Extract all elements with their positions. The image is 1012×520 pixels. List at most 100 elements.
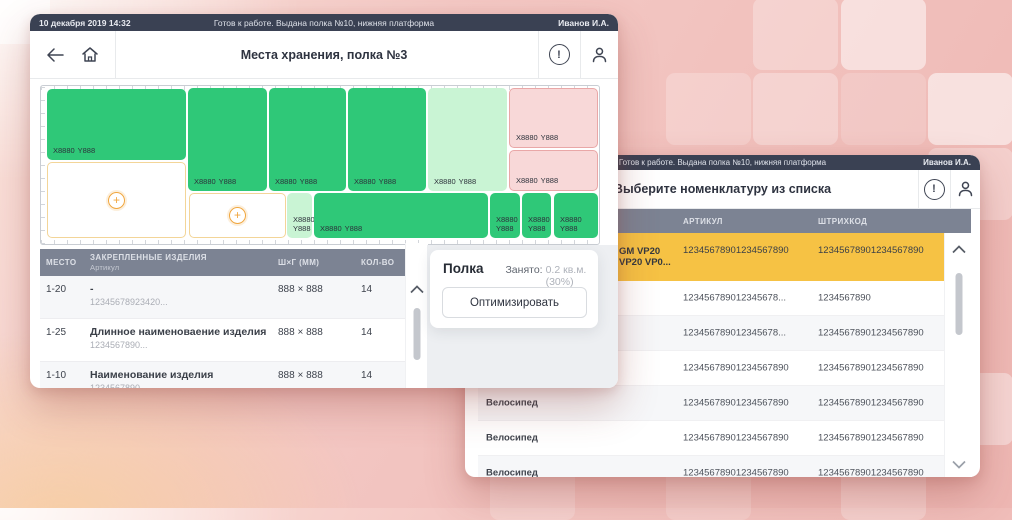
column-barcode: ШТРИХКОД	[818, 217, 868, 226]
table-scrollbar	[944, 233, 972, 477]
cell-coordinates-label: X8880 Y888	[320, 223, 363, 233]
barcode-cell: 12345678901234567890	[818, 327, 924, 339]
user-icon	[592, 47, 606, 62]
status-text: Готов к работе. Выдана полка №10, нижняя…	[618, 158, 827, 167]
info-icon	[548, 44, 570, 65]
ruler-ticks	[41, 240, 599, 244]
info-icon	[923, 178, 945, 200]
shelf-cell-free[interactable]	[189, 193, 286, 238]
fixed-items-table: МЕСТО ЗАКРЕПЛЕННЫЕ ИЗДЕЛИЯ Артикул Ш×Г (…	[40, 249, 405, 388]
article-cell: 12345678901234567890	[683, 245, 789, 256]
status-text: Готов к работе. Выдана полка №10, нижняя…	[213, 17, 435, 28]
table-scrollbar	[405, 243, 428, 388]
table-row[interactable]: Велосипед 12345678901234567890 12345678901…	[478, 456, 944, 477]
item-name: Наименование изделия	[90, 369, 214, 381]
shelf-map: X8880 Y888 X8880 Y888 X8880 Y888 X8880 Y888…	[40, 85, 600, 245]
scroll-up-button[interactable]	[409, 285, 425, 294]
user-name: Иванов И.А.	[558, 17, 609, 28]
qty-cell: 14	[361, 327, 373, 338]
background-tile	[753, 73, 838, 145]
size-cell: 888 × 888	[278, 370, 323, 381]
shelf-cell-occupied[interactable]: X8880 Y888	[554, 193, 598, 238]
divider	[115, 31, 116, 78]
optimize-button[interactable]: Оптимизировать	[442, 287, 587, 318]
cell-coordinates-label: X8880 Y888	[496, 215, 518, 233]
table-row[interactable]: 1-20 - 12345678923420... 888 × 888 14	[40, 276, 405, 319]
cell-coordinates-label: X8880 Y888	[516, 175, 559, 185]
article-cell: 123456789012345678...	[683, 292, 787, 304]
item-sku: 1234567890...	[90, 340, 148, 350]
shelf-cell-reserved[interactable]: X8880 Y888	[509, 150, 598, 191]
column-article: АРТИКУЛ	[683, 217, 723, 226]
toolbar: Места хранения, полка №3	[30, 31, 618, 79]
scroll-up-button[interactable]	[951, 245, 967, 254]
background-tile	[666, 73, 751, 145]
column-place: МЕСТО	[46, 258, 77, 267]
shelf-cell-free[interactable]	[47, 162, 186, 238]
barcode-cell: 12345678901234567890	[818, 467, 924, 478]
article-cell: 12345678901234567890	[683, 432, 789, 444]
background-tile	[841, 73, 926, 145]
size-cell: 888 × 888	[278, 327, 323, 338]
column-size: Ш×Г (ММ)	[278, 258, 320, 267]
info-button[interactable]	[538, 31, 580, 78]
date-time: 10 декабря 2019 14:32	[39, 17, 131, 28]
item-sku: 12345678923420...	[90, 297, 168, 307]
storage-places-window: 10 декабря 2019 14:32 Готов к работе. Вы…	[30, 14, 618, 388]
shelf-cell-occupied[interactable]: X8880 Y888	[348, 88, 426, 191]
qty-cell: 14	[361, 284, 373, 295]
item-name: Длинное наименоваение изделия	[90, 326, 267, 338]
chevron-up-icon	[951, 245, 966, 254]
item-name: Велосипед	[486, 467, 538, 478]
scrollbar-thumb[interactable]	[413, 308, 421, 360]
cell-coordinates-label: X8880 Y888	[293, 215, 315, 233]
table-row[interactable]: 1-10 Наименование изделия 1234567890... 888…	[40, 362, 405, 388]
shelf-cell-occupied[interactable]: X8880 Y888	[522, 193, 551, 238]
table-row[interactable]: 1-25 Длинное наименоваение изделия 1234567…	[40, 319, 405, 362]
occupied-label: Занято:	[505, 264, 543, 276]
user-name: Иванов И.А.	[923, 158, 971, 167]
place-cell: 1-25	[46, 327, 67, 338]
barcode-cell: 12345678901234567890	[818, 397, 924, 409]
table-header: МЕСТО ЗАКРЕПЛЕННЫЕ ИЗДЕЛИЯ Артикул Ш×Г (…	[40, 249, 405, 276]
shelf-card-title: Полка	[443, 261, 484, 276]
status-bar: 10 декабря 2019 14:32 Готов к работе. Вы…	[30, 14, 618, 31]
column-items: ЗАКРЕПЛЕННЫЕ ИЗДЕЛИЯ	[90, 253, 207, 262]
shelf-cell-reserved[interactable]: X8880 Y888	[509, 88, 598, 148]
back-button[interactable]	[38, 31, 72, 78]
divider	[580, 31, 581, 78]
home-button[interactable]	[74, 31, 106, 78]
table-row[interactable]: Велосипед 12345678901234567890 12345678901…	[478, 386, 944, 421]
shelf-cell-occupied[interactable]: X8880 Y888	[47, 89, 186, 160]
chevron-up-icon	[410, 285, 424, 294]
table-row[interactable]: Велосипед 12345678901234567890 12345678901…	[478, 421, 944, 456]
cell-coordinates-label: X8880 Y888	[194, 176, 237, 186]
profile-button[interactable]	[950, 170, 980, 208]
place-cell: 1-20	[46, 284, 67, 295]
profile-button[interactable]	[580, 31, 618, 78]
article-cell: 12345678901234567890	[683, 467, 789, 478]
shelf-cell-occupied[interactable]: X8880 Y888	[314, 193, 488, 238]
cell-coordinates-label: X8880 Y888	[560, 215, 582, 233]
scrollbar-thumb[interactable]	[955, 273, 962, 335]
place-cell: 1-10	[46, 370, 67, 381]
info-button[interactable]	[918, 170, 950, 208]
divider	[918, 170, 919, 208]
shelf-cell-occupied[interactable]: X8880 Y888	[269, 88, 346, 191]
article-cell: 12345678901234567890	[683, 362, 789, 374]
article-cell: 123456789012345678...	[683, 327, 787, 339]
shelf-summary-card: Полка Занято: 0.2 кв.м. (30%) Оптимизиро…	[430, 250, 598, 328]
shelf-cell-occupied[interactable]: X8880 Y888	[188, 88, 267, 191]
chevron-down-icon	[951, 460, 966, 469]
background-tile	[753, 0, 838, 70]
shelf-cell-light[interactable]: X8880 Y888	[428, 88, 507, 191]
ruler-ticks	[41, 86, 45, 244]
column-qty: КОЛ-ВО	[361, 258, 395, 267]
scroll-down-button[interactable]	[951, 460, 967, 469]
cell-coordinates-label: X8880 Y888	[53, 145, 96, 155]
divider	[538, 31, 539, 78]
shelf-cell-occupied[interactable]: X8880 Y888	[490, 193, 520, 238]
shelf-cell-light[interactable]: X8880 Y888	[287, 193, 315, 238]
barcode-cell: 1234567890	[818, 292, 871, 304]
barcode-cell: 12345678901234567890	[818, 245, 924, 256]
